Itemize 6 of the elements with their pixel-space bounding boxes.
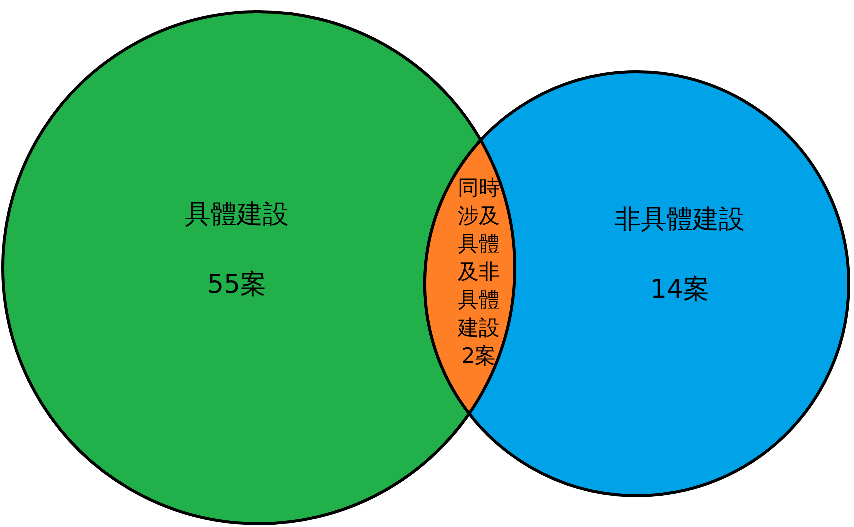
data-label: 14案 <box>650 275 710 305</box>
data-label: 2案 <box>462 344 496 368</box>
category-label: 同時涉及具體及非具體建設 <box>457 176 500 340</box>
category-label: 具體建設 <box>185 200 289 230</box>
category-label: 非具體建設 <box>615 205 745 235</box>
data-label: 55案 <box>207 270 267 300</box>
